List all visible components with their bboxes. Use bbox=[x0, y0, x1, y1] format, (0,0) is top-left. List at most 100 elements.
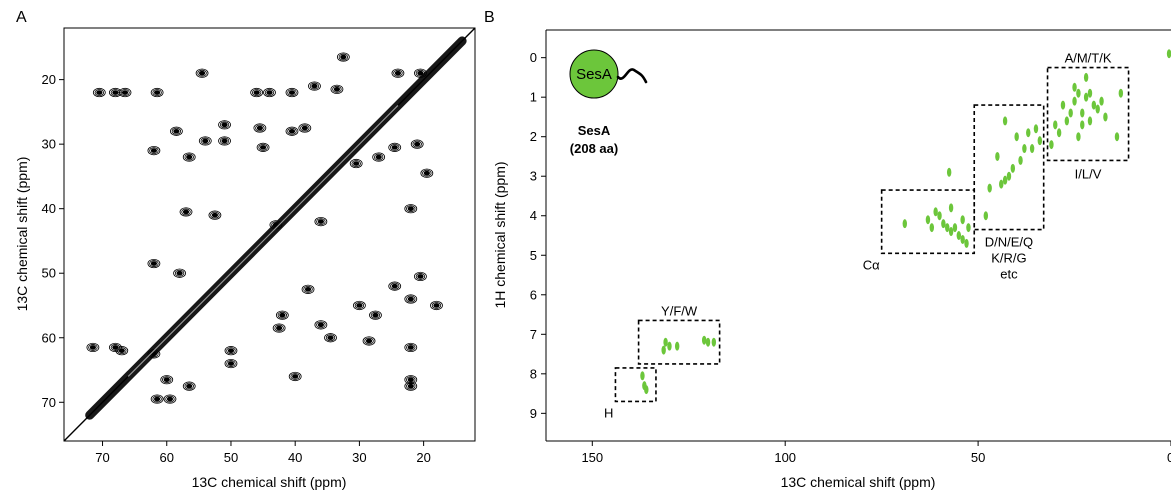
y-tick-label: 4 bbox=[530, 208, 537, 223]
panel-a-x-axis-label: 13C chemical shift (ppm) bbox=[192, 474, 347, 490]
contour-peak bbox=[404, 381, 418, 391]
peak bbox=[705, 337, 711, 347]
contour-peak bbox=[92, 87, 106, 98]
contour-peak bbox=[404, 294, 418, 304]
contour-peak bbox=[372, 152, 386, 162]
y-tick-label: 1 bbox=[530, 90, 537, 105]
panel-a-contours bbox=[86, 52, 443, 404]
contour-peak bbox=[195, 68, 209, 78]
peak bbox=[902, 219, 907, 229]
panel-a-frame bbox=[63, 27, 476, 442]
peak bbox=[674, 341, 680, 351]
peak bbox=[663, 337, 668, 347]
panel-b-x-axis-label: 13C chemical shift (ppm) bbox=[781, 474, 936, 490]
contour-peak bbox=[182, 152, 196, 162]
y-tick-label: 6 bbox=[530, 287, 537, 302]
region-label: I/L/V bbox=[1075, 166, 1102, 181]
contour-peak bbox=[224, 346, 238, 356]
y-tick-label: 5 bbox=[530, 248, 537, 263]
contour-peak bbox=[275, 310, 289, 320]
y-tick-label: 20 bbox=[42, 72, 56, 87]
x-tick-label: 20 bbox=[416, 450, 430, 465]
y-tick-label: 8 bbox=[530, 366, 537, 381]
peak bbox=[1002, 116, 1008, 126]
contour-peak bbox=[173, 268, 186, 278]
peak bbox=[995, 151, 1000, 161]
peak bbox=[960, 234, 965, 244]
panel-a-y-ticks: 20 30 40 50 60 70 bbox=[42, 72, 64, 410]
panel-a-label: A bbox=[16, 9, 27, 26]
y-tick-label: 40 bbox=[42, 201, 56, 216]
contour-peak bbox=[179, 207, 193, 217]
region-label: D/N/E/Q bbox=[985, 235, 1033, 250]
contour-peak bbox=[147, 146, 161, 156]
peak bbox=[1083, 72, 1089, 82]
peak bbox=[1087, 88, 1093, 98]
y-tick-label: 70 bbox=[42, 395, 56, 410]
peak bbox=[1056, 128, 1062, 138]
contour-peak bbox=[218, 136, 231, 146]
peak bbox=[987, 183, 992, 193]
contour-peak bbox=[288, 371, 302, 382]
contour-peak bbox=[308, 81, 321, 91]
peak bbox=[946, 167, 952, 177]
contour-peak bbox=[285, 126, 299, 136]
x-tick-label: 50 bbox=[971, 450, 985, 465]
panel-a-y-axis-label: 13C chemical shift (ppm) bbox=[14, 157, 30, 312]
peak bbox=[1087, 116, 1093, 126]
region-box bbox=[614, 367, 657, 403]
peak bbox=[960, 215, 965, 225]
contour-peak bbox=[388, 142, 402, 152]
peak bbox=[1026, 128, 1031, 138]
contour-peak bbox=[301, 284, 315, 294]
peak bbox=[1022, 144, 1027, 154]
y-tick-label: 30 bbox=[42, 137, 56, 152]
contour-peak bbox=[314, 320, 328, 330]
sesa-caption-name: SesA bbox=[578, 123, 611, 138]
peak bbox=[929, 223, 935, 233]
peak bbox=[1014, 132, 1019, 142]
contour-peak bbox=[218, 120, 231, 130]
peak bbox=[945, 223, 950, 233]
region-label: Y/F/W bbox=[661, 303, 698, 318]
peak bbox=[711, 337, 717, 347]
contour-peak bbox=[163, 394, 177, 404]
contour-peak bbox=[330, 84, 344, 94]
region-label: K/R/G bbox=[991, 251, 1026, 266]
contour-peak bbox=[388, 281, 402, 291]
x-tick-label: 70 bbox=[95, 450, 109, 465]
contour-peak bbox=[208, 210, 222, 220]
panel-b-x-ticks: 150 100 50 0 bbox=[581, 441, 1171, 465]
peak bbox=[956, 231, 962, 240]
sesa-protein-glyph: SesA bbox=[569, 49, 648, 99]
contour-peak bbox=[224, 358, 238, 369]
contour-peak bbox=[108, 87, 122, 98]
peak bbox=[1029, 144, 1035, 154]
peak bbox=[1072, 96, 1077, 106]
peak bbox=[1053, 120, 1058, 130]
peak bbox=[1018, 155, 1023, 165]
panel-b-y-axis-label: 1H chemical shift (ppm) bbox=[492, 161, 508, 308]
contour-peak bbox=[391, 68, 405, 78]
peak bbox=[1118, 88, 1124, 98]
sesa-tail bbox=[616, 68, 648, 84]
region-box bbox=[637, 319, 721, 365]
panel-b-y-ticks: 0 1 2 3 4 5 6 7 8 9 bbox=[530, 50, 546, 421]
peak bbox=[1076, 88, 1081, 98]
peak bbox=[937, 211, 942, 221]
peak bbox=[1076, 132, 1081, 142]
peak bbox=[1033, 124, 1039, 134]
contour-peak bbox=[150, 394, 164, 404]
contour-peak bbox=[272, 323, 286, 333]
region-box bbox=[973, 104, 1045, 231]
peak bbox=[1091, 100, 1097, 110]
y-tick-label: 0 bbox=[530, 50, 537, 65]
peak bbox=[1060, 100, 1066, 110]
peak bbox=[1072, 82, 1077, 92]
peak bbox=[1099, 96, 1104, 106]
contour-peak bbox=[150, 87, 164, 98]
peak bbox=[640, 371, 645, 381]
x-tick-label: 0 bbox=[1167, 450, 1171, 465]
peak bbox=[983, 211, 989, 221]
